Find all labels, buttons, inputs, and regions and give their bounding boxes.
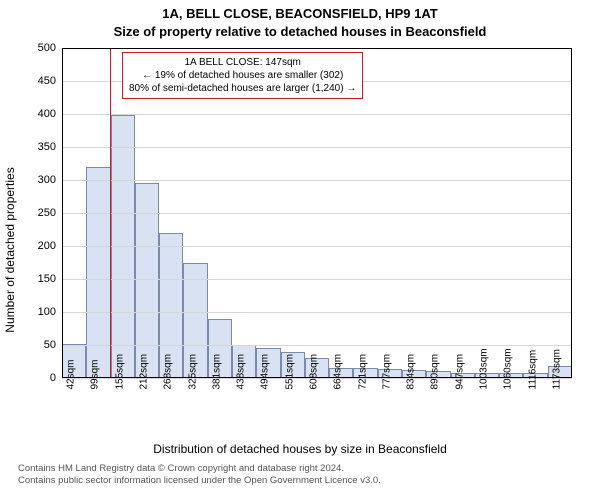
gridline [62, 279, 572, 280]
annotation-line: ← 19% of detached houses are smaller (30… [129, 69, 356, 82]
y-tick-label: 0 [26, 372, 56, 384]
annotation-line: 1A BELL CLOSE: 147sqm [129, 56, 356, 69]
histogram-bar [86, 167, 110, 378]
plot-area: 1A BELL CLOSE: 147sqm ← 19% of detached … [62, 48, 572, 378]
gridline [62, 246, 572, 247]
annotation-line: 80% of semi-detached houses are larger (… [129, 82, 356, 95]
y-tick-label: 300 [26, 174, 56, 186]
y-tick-label: 400 [26, 108, 56, 120]
gridline [62, 180, 572, 181]
y-axis-label: Number of detached properties [3, 167, 17, 332]
footer-line: Contains HM Land Registry data © Crown c… [18, 463, 600, 475]
title-sub: Size of property relative to detached ho… [0, 24, 600, 39]
annotation-box: 1A BELL CLOSE: 147sqm ← 19% of detached … [122, 52, 363, 99]
footer-line: Contains public sector information licen… [18, 475, 600, 487]
gridline [62, 147, 572, 148]
gridline [62, 213, 572, 214]
y-tick-label: 500 [26, 42, 56, 54]
gridline [62, 48, 572, 49]
gridline [62, 114, 572, 115]
y-tick-label: 150 [26, 273, 56, 285]
y-tick-label: 50 [26, 339, 56, 351]
gridline [62, 312, 572, 313]
attribution-footer: Contains HM Land Registry data © Crown c… [0, 463, 600, 488]
y-tick-label: 100 [26, 306, 56, 318]
x-axis-label: Distribution of detached houses by size … [0, 442, 600, 456]
y-tick-label: 200 [26, 240, 56, 252]
reference-line [110, 48, 111, 378]
y-tick-label: 450 [26, 75, 56, 87]
y-tick-label: 350 [26, 141, 56, 153]
gridline [62, 345, 572, 346]
y-tick-label: 250 [26, 207, 56, 219]
figure: 1A, BELL CLOSE, BEACONSFIELD, HP9 1AT Si… [0, 0, 600, 500]
title-main: 1A, BELL CLOSE, BEACONSFIELD, HP9 1AT [0, 6, 600, 21]
